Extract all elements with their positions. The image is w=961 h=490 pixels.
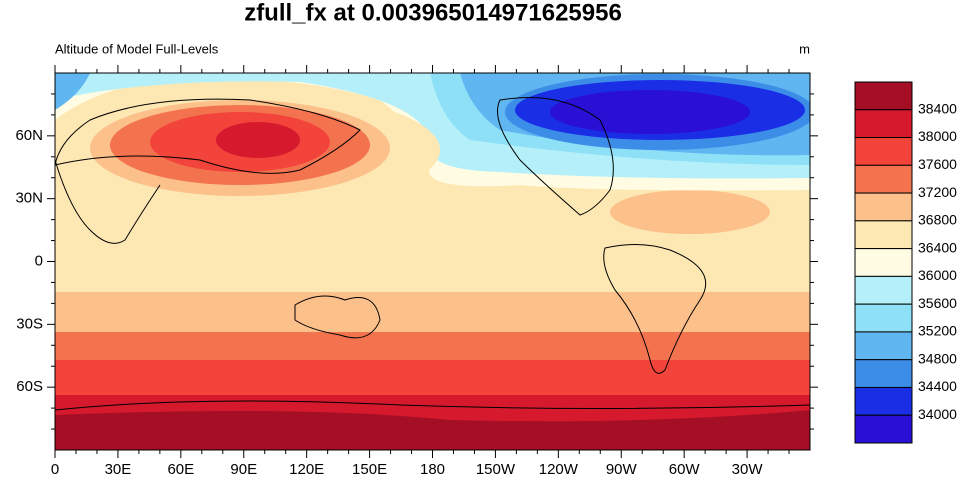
- colorbar-box: [854, 386, 913, 416]
- x-tick-label: 150E: [352, 461, 387, 478]
- x-tick-label: 120W: [539, 461, 579, 478]
- x-tick-label: 150W: [476, 461, 516, 478]
- x-tick-label: 0: [51, 461, 59, 478]
- subtitle-right: m: [799, 41, 810, 56]
- x-tick-label: 180: [420, 461, 445, 478]
- colorbar-box: [854, 303, 913, 333]
- y-tick-label: 30N: [15, 190, 43, 207]
- x-tick-label: 90E: [230, 461, 257, 478]
- colorbar-label: 34400: [918, 378, 957, 394]
- title: zfull_fx at 0.003965014971625956: [244, 0, 622, 26]
- y-tick-label: 0: [35, 252, 43, 269]
- colorbar-box: [854, 109, 913, 139]
- colorbar-box: [854, 331, 913, 361]
- colorbar-box: [854, 164, 913, 194]
- x-tick-label: 30E: [105, 461, 132, 478]
- colorbar-label: 34800: [918, 350, 957, 366]
- colorbar-label: 36800: [918, 212, 957, 228]
- x-tick-label: 90W: [606, 461, 638, 478]
- colorbar-label: 37600: [918, 156, 957, 172]
- colorbar-box: [854, 220, 913, 250]
- field: [55, 73, 810, 450]
- axes: 0 30E 60E 90E 120E 150E 180 150W 120W 90W 60W 30W 60…: [15, 65, 818, 478]
- colorbar-box: [854, 192, 913, 222]
- colorbar-label: 36000: [918, 267, 957, 283]
- colorbar-box: [854, 137, 913, 166]
- x-tick-label: 30W: [732, 461, 764, 478]
- y-tick-label: 30S: [16, 315, 43, 332]
- colorbar-label: 37200: [918, 184, 957, 200]
- colorbar-box: [854, 359, 913, 388]
- colorbar-box: [854, 275, 913, 305]
- y-tick-label: 60N: [15, 127, 43, 144]
- colorbar-label: 35600: [918, 295, 957, 311]
- y-tick-label: 60S: [16, 378, 43, 395]
- colorbar-box: [854, 248, 913, 277]
- colorbar-box: [854, 414, 913, 444]
- x-tick-label: 60W: [669, 461, 701, 478]
- colorbar: 38400 38000 37600 37200 36800 36400 36000 35600…: [854, 81, 957, 444]
- x-tick-label: 120E: [289, 461, 324, 478]
- colorbar-label: 34000: [918, 406, 957, 422]
- colorbar-label: 35200: [918, 323, 957, 339]
- colorbar-label: 38400: [918, 100, 957, 116]
- colorbar-label: 36400: [918, 239, 957, 255]
- colorbar-box: [854, 81, 913, 111]
- colorbar-label: 38000: [918, 128, 957, 144]
- x-tick-label: 60E: [167, 461, 194, 478]
- subtitle-left: Altitude of Model Full-Levels: [55, 41, 219, 56]
